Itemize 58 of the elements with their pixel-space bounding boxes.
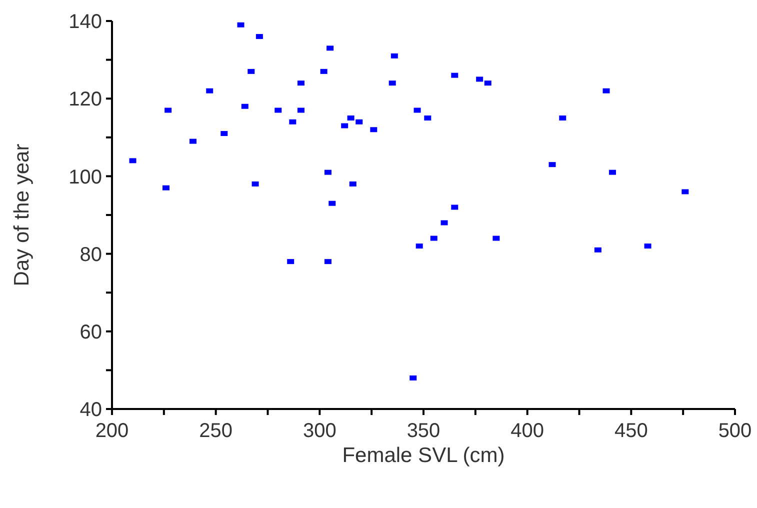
point — [256, 34, 263, 40]
point — [349, 181, 356, 186]
x-tick-label: 500 — [718, 420, 752, 442]
point — [206, 88, 214, 94]
y-tick-label: 80 — [80, 244, 102, 266]
point — [189, 138, 196, 144]
y-tick-label: 100 — [68, 166, 102, 188]
point — [326, 46, 334, 51]
point — [492, 236, 500, 241]
y-tick-label: 120 — [68, 88, 102, 111]
point — [320, 68, 328, 74]
x-tick-label: 250 — [199, 420, 233, 442]
point — [164, 108, 172, 113]
point — [370, 127, 378, 132]
point — [390, 53, 398, 58]
point — [328, 200, 336, 206]
point — [388, 80, 396, 86]
point — [162, 185, 170, 190]
point — [451, 72, 458, 78]
point — [440, 220, 448, 226]
point — [274, 108, 282, 113]
point — [129, 158, 136, 164]
point — [341, 123, 348, 128]
point — [297, 80, 304, 86]
y-tick-label: 40 — [80, 399, 102, 422]
point — [287, 259, 294, 264]
point — [356, 119, 363, 124]
x-tick-label: 400 — [510, 420, 544, 442]
point — [241, 104, 248, 109]
x-tick-label: 200 — [95, 420, 129, 442]
point — [594, 247, 602, 252]
point — [324, 170, 332, 175]
point — [289, 119, 296, 124]
point — [548, 162, 556, 168]
point — [682, 189, 689, 194]
point — [248, 68, 255, 74]
x-axis-title: Female SVL (cm) — [342, 444, 505, 467]
point — [220, 131, 228, 136]
point — [476, 76, 484, 82]
point — [297, 108, 304, 113]
y-tick-label: 140 — [68, 11, 102, 34]
y-tick-label: 60 — [80, 322, 102, 344]
point — [484, 80, 492, 86]
point — [416, 244, 423, 249]
point — [410, 375, 417, 380]
point — [252, 181, 259, 186]
point — [414, 108, 421, 113]
x-tick-label: 300 — [302, 420, 336, 442]
point — [324, 259, 332, 264]
point — [608, 170, 616, 175]
x-tick-label: 350 — [406, 420, 440, 442]
point — [644, 244, 652, 249]
point — [237, 22, 244, 28]
x-tick-label: 450 — [614, 420, 648, 442]
y-axis-title: Day of the year — [10, 144, 34, 286]
point — [430, 236, 438, 241]
point — [451, 204, 458, 210]
point — [602, 88, 610, 94]
